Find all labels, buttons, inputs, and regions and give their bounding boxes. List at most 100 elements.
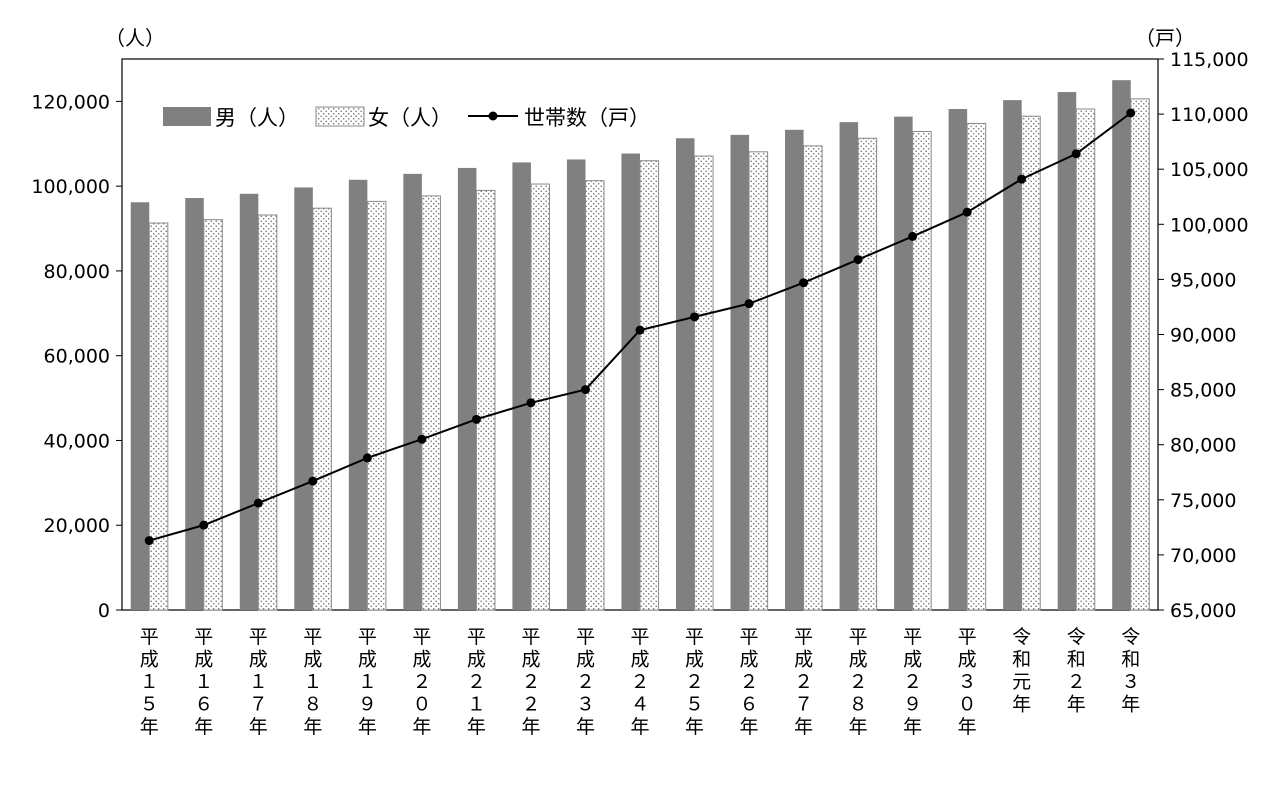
category-label: 平成２６年 (740, 626, 759, 738)
right-axis-unit: （戸） (1135, 26, 1195, 50)
category-label: 平成２２年 (521, 626, 540, 738)
legend-households-label: 世帯数（戸） (524, 106, 650, 130)
households-point (635, 325, 645, 335)
bar-male (1003, 100, 1022, 611)
left-tick-label: 20,000 (44, 515, 110, 537)
households-point (471, 414, 481, 424)
left-tick-label: 100,000 (31, 176, 110, 198)
bar-male (512, 162, 531, 610)
households-point (362, 453, 372, 463)
households-line-group (144, 108, 1136, 546)
category-label: 平成１７年 (249, 626, 268, 738)
bar-male (948, 109, 968, 610)
bar-male (894, 116, 913, 611)
bar-female (912, 130, 932, 611)
bar-male (130, 202, 150, 610)
left-tick-label: 40,000 (44, 430, 110, 452)
right-tick-label: 115,000 (1170, 49, 1249, 71)
bar-female (584, 180, 605, 611)
category-label: 平成２１年 (467, 626, 486, 738)
households-point (1017, 174, 1027, 184)
bar-male (566, 159, 586, 610)
left-tick-label: 80,000 (44, 261, 110, 283)
bar-male (239, 193, 259, 610)
bars-group (130, 80, 1150, 611)
category-label: 平成３０年 (958, 626, 977, 738)
bar-male (839, 122, 859, 610)
category-label: 平成２４年 (630, 626, 649, 738)
legend: 男（人） 女（人） 世帯数（戸） (163, 106, 650, 130)
right-tick-label: 95,000 (1170, 269, 1236, 291)
bar-male (185, 198, 204, 610)
bar-male (730, 134, 750, 610)
households-point (962, 207, 972, 217)
right-tick-label: 100,000 (1170, 214, 1249, 236)
legend-households-marker (488, 111, 498, 121)
right-tick-label: 85,000 (1170, 380, 1236, 402)
category-label: 平成１９年 (358, 626, 377, 738)
category-label: 平成１５年 (140, 626, 159, 738)
bar-female (312, 207, 332, 611)
left-axis-unit: （人） (105, 26, 165, 50)
households-point (308, 476, 318, 486)
households-point (253, 498, 263, 508)
bar-female (148, 222, 169, 611)
bar-male (621, 153, 640, 610)
category-label: 平成１８年 (303, 626, 322, 738)
legend-female-label: 女（人） (368, 106, 452, 130)
bar-male (675, 138, 695, 611)
bar-female (366, 200, 387, 611)
category-label: 平成２７年 (794, 626, 813, 738)
category-label: 令和元年 (1012, 626, 1031, 716)
households-point (690, 312, 700, 322)
bar-male (294, 187, 313, 610)
bar-male (348, 179, 368, 611)
bar-female (1075, 108, 1096, 611)
bar-female (803, 145, 823, 611)
category-label: 平成２３年 (576, 626, 595, 738)
legend-male-swatch (163, 107, 211, 126)
bar-female (694, 155, 714, 611)
left-tick-label: 120,000 (31, 91, 110, 113)
right-tick-label: 75,000 (1170, 490, 1236, 512)
bar-male (1112, 80, 1131, 610)
bar-female (748, 151, 769, 611)
bar-female (966, 122, 987, 611)
households-point (799, 278, 809, 288)
households-point (1126, 108, 1136, 118)
left-tick-label: 60,000 (44, 346, 110, 368)
bar-female (530, 183, 550, 611)
right-tick-label: 110,000 (1170, 104, 1249, 126)
households-point (144, 536, 154, 546)
households-point (417, 434, 427, 444)
bar-female (857, 137, 878, 611)
bar-male (403, 173, 422, 610)
category-label: 平成１６年 (194, 626, 213, 738)
bar-female (639, 160, 660, 611)
bar-male (1057, 92, 1077, 610)
bar-male (457, 167, 477, 610)
households-point (908, 231, 918, 241)
bar-female (1021, 115, 1041, 611)
x-axis: 平成１５年 平成１６年 平成１７年 平成１８年 平成１９年 平成２０年 平成２１年 平成２２年… (140, 626, 1140, 738)
households-point (1071, 149, 1081, 159)
bar-male (785, 129, 804, 611)
right-axis: 65,000 70,000 75,000 80,000 85,000 90,000 95,0… (1158, 49, 1249, 622)
right-tick-label: 70,000 (1170, 545, 1236, 567)
households-point (526, 398, 536, 408)
right-tick-label: 90,000 (1170, 325, 1236, 347)
legend-female-swatch (315, 106, 365, 127)
left-tick-label: 0 (98, 600, 110, 622)
bar-female (203, 219, 223, 611)
right-tick-label: 105,000 (1170, 159, 1249, 181)
category-label: 令和３年 (1121, 626, 1140, 716)
category-label: 平成２９年 (903, 626, 922, 738)
left-axis: 0 20,000 40,000 60,000 80,000 100,000 120,000 (31, 91, 122, 622)
category-label: 平成２０年 (412, 626, 431, 738)
category-label: 平成２８年 (849, 626, 868, 738)
category-label: 平成２５年 (685, 626, 704, 738)
households-point (744, 299, 754, 309)
bar-female (1130, 98, 1150, 611)
households-point (199, 520, 209, 530)
